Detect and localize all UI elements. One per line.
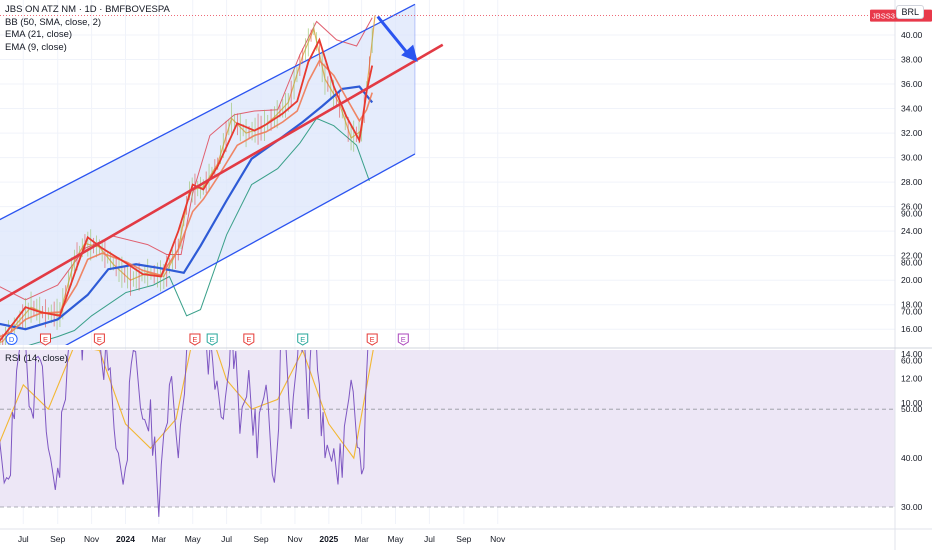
time-axis-label: Jul	[221, 534, 232, 544]
time-axis-label: 2025	[319, 534, 338, 544]
rsi-tick-label: 60.00	[901, 355, 923, 365]
rsi-tick-label: 50.00	[901, 404, 923, 414]
rsi-legend[interactable]: RSI (14, close)	[5, 353, 68, 364]
event-marker-label: E	[246, 335, 251, 344]
ema9-line	[0, 37, 374, 342]
time-axis-label: Sep	[253, 534, 268, 544]
last-price-ticker: JBSS3	[872, 12, 895, 21]
bb-lower-line	[28, 117, 370, 345]
time-axis-label: Sep	[50, 534, 65, 544]
earnings-marker	[243, 333, 255, 346]
price-tick-label: 34.00	[901, 104, 923, 114]
price-tick-label: 40.00	[901, 30, 923, 40]
time-axis-label: 2024	[116, 534, 135, 544]
time-axis-label: Mar	[354, 534, 369, 544]
bb-legend[interactable]: BB (50, SMA, close, 2)	[5, 16, 102, 28]
ema21-line	[0, 59, 373, 338]
channel-lower-line	[65, 153, 416, 345]
channel-upper-line	[0, 3, 416, 221]
ema21-legend[interactable]: EMA (21, close)	[5, 29, 73, 40]
time-axis-label: May	[185, 534, 202, 544]
dividend-marker	[5, 333, 18, 345]
rsi-tick-label: 30.00	[901, 502, 923, 512]
event-marker-label: E	[370, 335, 375, 344]
trend-line	[0, 43, 444, 303]
rsi-tick-label: 40.00	[901, 453, 923, 463]
time-axis-label: Nov	[287, 534, 303, 544]
rsi-panel	[0, 350, 895, 517]
price-tick-label: 12.00	[901, 373, 923, 383]
time-axis-label: Mar	[152, 534, 167, 544]
price-tick-label: 32.00	[901, 128, 923, 138]
bb-basis-line	[0, 85, 374, 331]
channel-fill	[0, 4, 415, 345]
time-axis-label: May	[387, 534, 404, 544]
earnings-marker	[366, 333, 378, 346]
event-marker-label: E	[210, 335, 215, 344]
rsi-line	[0, 350, 369, 517]
chart-legend: JBS ON ATZ NM · 1D · BMFBOVESPA BB (50, …	[5, 4, 170, 54]
price-tick-label: 26.00	[901, 202, 923, 212]
currency-button[interactable]: BRL	[896, 5, 924, 19]
earnings-marker	[206, 333, 218, 346]
time-axis-label: Jul	[424, 534, 435, 544]
event-marker-label: D	[9, 335, 15, 344]
time-axis-label: Sep	[456, 534, 471, 544]
event-marker-label: E	[300, 335, 305, 344]
price-panel	[0, 3, 895, 345]
price-tick-label: 22.00	[901, 251, 923, 261]
event-marker-label: E	[401, 335, 406, 344]
event-marker-label: E	[43, 335, 48, 344]
earnings-marker	[189, 333, 201, 346]
price-tick-label: 16.00	[901, 324, 923, 334]
earnings-marker	[39, 333, 51, 346]
projection-arrow-head	[401, 44, 418, 62]
event-marker-label: E	[97, 335, 102, 344]
price-tick-label: 20.00	[901, 275, 923, 285]
event-marker-label: E	[192, 335, 197, 344]
ema9-legend[interactable]: EMA (9, close)	[5, 41, 67, 53]
price-tick-label: 30.00	[901, 153, 923, 163]
time-axis-label: Nov	[490, 534, 506, 544]
price-tick-label: 28.00	[901, 177, 923, 187]
projection-arrow-shaft	[376, 15, 411, 57]
earnings-marker	[93, 333, 105, 346]
price-tick-label: 18.00	[901, 300, 923, 310]
time-axis-label: Jul	[18, 534, 29, 544]
time-axis-label: Nov	[84, 534, 100, 544]
price-tick-label: 38.00	[901, 55, 923, 65]
price-tick-label: 14.00	[901, 349, 923, 359]
price-tick-label: 36.00	[901, 79, 923, 89]
earnings-marker	[297, 333, 309, 346]
rsi-tick-label: 80.00	[901, 258, 923, 268]
rsi-tick-label: 70.00	[901, 306, 923, 316]
symbol-title[interactable]: JBS ON ATZ NM · 1D · BMFBOVESPA	[5, 4, 170, 15]
earnings-marker	[397, 333, 409, 346]
price-tick-label: 24.00	[901, 226, 923, 236]
rsi-tick-label: 90.00	[901, 209, 923, 219]
price-tick-label: 10.00	[901, 398, 923, 408]
